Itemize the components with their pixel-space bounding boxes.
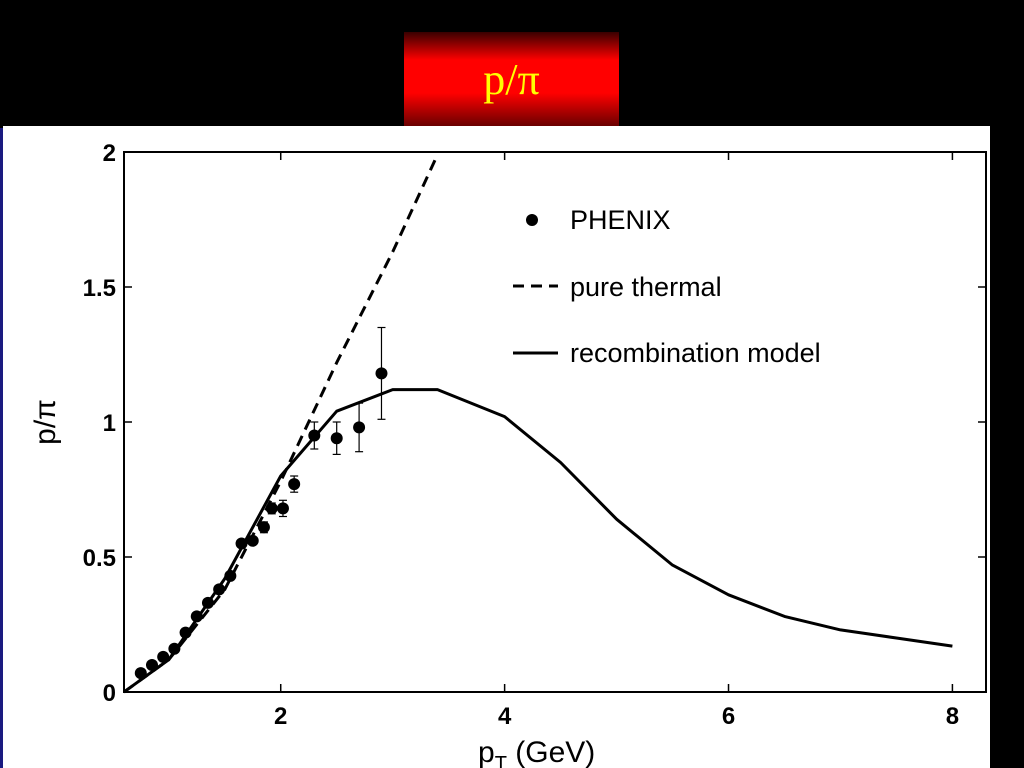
x-axis-label-main: p — [478, 736, 495, 768]
y-tick-label: 1 — [103, 410, 116, 437]
x-tick-label: 8 — [946, 703, 959, 730]
plot-panel: 2 4 6 8 0 0.5 1 1.5 2 p/π pT (GeV) PHENIX pure t… — [3, 126, 990, 768]
legend: PHENIX pure thermal recombination model — [513, 205, 821, 368]
slide-title: p/π — [483, 54, 540, 104]
axis-ticks: 2 4 6 8 0 0.5 1 1.5 2 — [83, 140, 986, 730]
data-point-phenix — [330, 432, 343, 445]
y-tick-label: 0.5 — [83, 545, 116, 572]
plot-area-frame — [123, 151, 987, 693]
x-tick-label: 2 — [274, 703, 287, 730]
data-point-phenix — [246, 534, 259, 547]
data-point-phenix — [375, 367, 388, 380]
title-banner: p/π — [404, 32, 619, 126]
chart: 2 4 6 8 0 0.5 1 1.5 2 p/π pT (GeV) PHENIX pure t… — [29, 140, 987, 768]
data-point-phenix — [288, 478, 301, 491]
y-tick-label: 0 — [103, 680, 116, 707]
data-point-phenix — [353, 421, 366, 434]
y-tick-label: 1.5 — [83, 275, 116, 302]
x-tick-label: 4 — [498, 703, 512, 730]
legend-label-phenix: PHENIX — [570, 205, 671, 235]
legend-marker-phenix — [526, 214, 538, 226]
data-point-phenix — [257, 521, 270, 534]
series-line-recombination-model — [123, 388, 953, 694]
legend-label-recombination-model: recombination model — [570, 338, 821, 368]
y-tick-label: 2 — [103, 140, 116, 167]
x-axis-label-sub: T — [495, 753, 507, 768]
series-line-pure-thermal — [123, 154, 439, 694]
right-edge-band — [990, 126, 1024, 768]
legend-label-pure-thermal: pure thermal — [570, 272, 722, 302]
x-axis-label: pT (GeV) — [478, 736, 595, 768]
x-axis-label-unit: (GeV) — [507, 736, 595, 768]
left-edge-stripe — [0, 128, 3, 768]
y-axis-label: p/π — [29, 399, 62, 445]
x-tick-label: 6 — [722, 703, 735, 730]
series-layer — [123, 154, 953, 694]
data-point-phenix — [276, 502, 289, 515]
